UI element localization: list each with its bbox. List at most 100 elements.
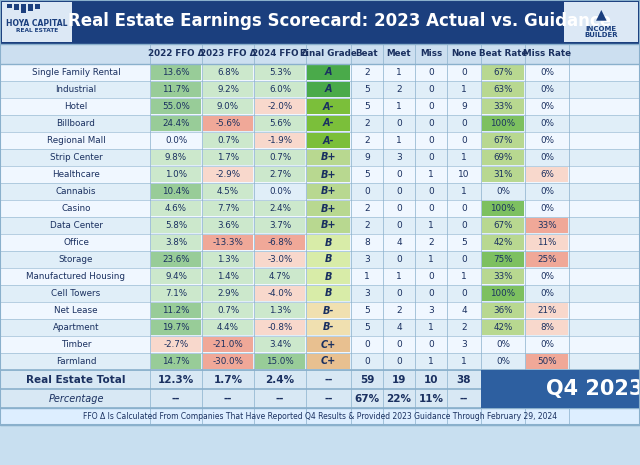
Bar — [255, 82, 305, 97]
Bar — [0, 389, 640, 408]
Text: 75%: 75% — [493, 255, 513, 264]
Text: B+: B+ — [321, 204, 336, 213]
Text: 38: 38 — [457, 374, 471, 385]
Bar — [255, 133, 305, 148]
Bar — [151, 354, 201, 369]
Bar — [7, 4, 12, 8]
Bar — [255, 286, 305, 301]
Text: B+: B+ — [321, 220, 336, 231]
Bar — [203, 116, 253, 131]
Bar — [482, 167, 524, 182]
Bar — [481, 370, 569, 408]
Bar — [307, 303, 350, 318]
Text: REAL ESTATE: REAL ESTATE — [16, 28, 58, 33]
Text: B+: B+ — [321, 170, 336, 179]
Bar — [203, 337, 253, 352]
Text: 1: 1 — [428, 357, 434, 366]
Text: 10.4%: 10.4% — [162, 187, 190, 196]
Text: Q4 2023: Q4 2023 — [546, 379, 640, 399]
Bar — [203, 150, 253, 165]
Text: 0: 0 — [396, 289, 402, 298]
Text: 0: 0 — [428, 272, 434, 281]
Text: 0%: 0% — [540, 68, 554, 77]
Bar — [0, 285, 640, 302]
Text: 3.7%: 3.7% — [269, 221, 291, 230]
Text: 1: 1 — [428, 170, 434, 179]
Bar — [151, 252, 201, 267]
Text: 2: 2 — [428, 238, 434, 247]
Text: 0: 0 — [461, 136, 467, 145]
Text: 69%: 69% — [493, 153, 513, 162]
Text: Miss Rate: Miss Rate — [523, 49, 571, 59]
Text: 0%: 0% — [540, 204, 554, 213]
Text: 6%: 6% — [540, 170, 554, 179]
Text: 33%: 33% — [537, 221, 557, 230]
Bar — [0, 234, 640, 251]
Text: B-: B- — [323, 306, 334, 315]
Text: 3: 3 — [364, 255, 370, 264]
Bar — [482, 269, 524, 284]
Text: B: B — [325, 238, 332, 247]
Bar — [0, 64, 640, 81]
Bar — [482, 286, 524, 301]
Text: 1: 1 — [461, 357, 467, 366]
Text: 9.2%: 9.2% — [217, 85, 239, 94]
Bar — [307, 320, 350, 335]
Bar — [151, 201, 201, 216]
Text: 4.7%: 4.7% — [269, 272, 291, 281]
Bar — [151, 286, 201, 301]
Text: Real Estate Total: Real Estate Total — [26, 374, 125, 385]
Text: Manufactured Housing: Manufactured Housing — [26, 272, 125, 281]
Text: 11.2%: 11.2% — [163, 306, 189, 315]
Text: 0%: 0% — [540, 187, 554, 196]
Text: 0: 0 — [428, 119, 434, 128]
Bar — [21, 4, 26, 13]
Bar — [307, 269, 350, 284]
Bar — [255, 116, 305, 131]
Text: 5.3%: 5.3% — [269, 68, 291, 77]
Text: 1.0%: 1.0% — [165, 170, 187, 179]
Bar — [482, 235, 524, 250]
Bar — [203, 269, 253, 284]
Text: 5: 5 — [364, 306, 370, 315]
Bar — [255, 218, 305, 233]
Text: 0: 0 — [396, 187, 402, 196]
Text: 13.6%: 13.6% — [162, 68, 190, 77]
Text: 11%: 11% — [538, 238, 557, 247]
Text: 59: 59 — [360, 374, 374, 385]
Bar — [0, 408, 640, 425]
Text: 0: 0 — [396, 170, 402, 179]
Bar — [0, 268, 640, 285]
Text: 5.6%: 5.6% — [269, 119, 291, 128]
Text: 67%: 67% — [493, 68, 513, 77]
Text: Regional Mall: Regional Mall — [47, 136, 106, 145]
Text: 0.7%: 0.7% — [269, 153, 291, 162]
Text: 0: 0 — [461, 289, 467, 298]
Text: 2: 2 — [364, 136, 370, 145]
Text: Beat: Beat — [356, 49, 378, 59]
Text: 0: 0 — [364, 357, 370, 366]
Text: 0: 0 — [428, 187, 434, 196]
Bar — [151, 218, 201, 233]
Bar — [203, 320, 253, 335]
Text: Percentage: Percentage — [48, 393, 104, 404]
Text: 9.4%: 9.4% — [165, 272, 187, 281]
Text: Cannabis: Cannabis — [56, 187, 96, 196]
Text: 42%: 42% — [493, 323, 513, 332]
Text: --: -- — [460, 393, 468, 404]
Text: 9.8%: 9.8% — [165, 153, 187, 162]
Bar — [0, 251, 640, 268]
Text: 0%: 0% — [540, 272, 554, 281]
Text: 3: 3 — [428, 306, 434, 315]
Text: 0: 0 — [461, 119, 467, 128]
Bar — [569, 370, 640, 408]
Text: 0%: 0% — [496, 340, 510, 349]
Text: 0: 0 — [461, 255, 467, 264]
Bar — [203, 99, 253, 114]
Text: 1: 1 — [428, 255, 434, 264]
Bar — [255, 167, 305, 182]
Bar — [151, 167, 201, 182]
Text: Real Estate Earnings Scorecard: 2023 Actual vs. Guidance: Real Estate Earnings Scorecard: 2023 Act… — [68, 12, 612, 30]
Bar — [307, 337, 350, 352]
Text: 5: 5 — [364, 85, 370, 94]
